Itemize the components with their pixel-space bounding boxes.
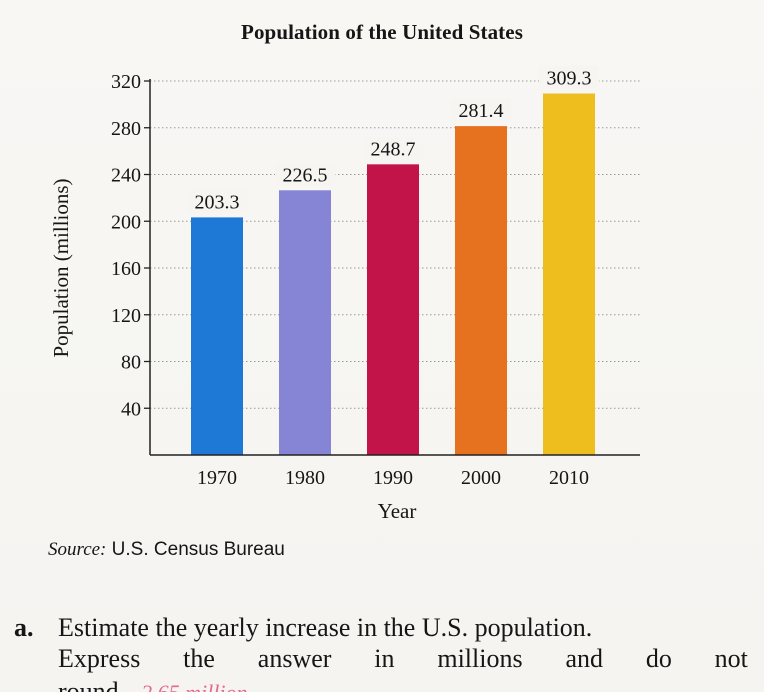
data-label-1980: 226.5 — [283, 164, 328, 186]
source-text: U.S. Census Bureau — [111, 539, 285, 560]
question-line-2-word: and — [565, 644, 603, 673]
bar-2000 — [455, 126, 507, 456]
y-tick-label: 80 — [121, 352, 141, 374]
bar-chart: 203.3 226.5 248.7 281.4 309.3 40 80 120 160 200 24… — [49, 65, 640, 523]
y-tick-label: 280 — [111, 118, 141, 140]
chart-title: Population of the United States — [241, 20, 523, 44]
question-line-2-word: Express — [58, 644, 141, 673]
y-tick-label: 160 — [111, 258, 141, 280]
data-label-bg — [539, 65, 599, 90]
bar-1980 — [279, 190, 331, 455]
x-tick-label-1980: 1980 — [285, 467, 325, 489]
y-tick-label: 320 — [111, 71, 141, 93]
data-label-1990: 248.7 — [371, 138, 416, 160]
question-line-2: Express the answer in millions and do not — [58, 643, 748, 674]
data-label-bg — [363, 136, 423, 161]
handwritten-answer: 2.65 million — [141, 680, 247, 692]
bar-1970 — [191, 217, 243, 455]
y-tick-label: 40 — [121, 398, 141, 420]
question-line-2-word: answer — [257, 644, 332, 673]
question-letter: a. — [14, 613, 34, 642]
question-line-2-word: do — [645, 644, 672, 673]
x-tick-label-1970: 1970 — [197, 467, 237, 489]
data-label-bg — [187, 189, 247, 214]
bar-1990 — [367, 164, 419, 455]
y-tick-label: 240 — [111, 165, 141, 187]
x-tick-label-1990: 1990 — [373, 467, 413, 489]
y-tick-label: 200 — [111, 211, 141, 233]
x-tick-label-2000: 2000 — [461, 467, 501, 489]
y-axis-title: Population (millions) — [49, 178, 73, 357]
question-line-3-text: round. — [58, 677, 126, 692]
data-label-bg — [275, 162, 335, 187]
y-tick-label: 120 — [111, 305, 141, 327]
data-label-1970: 203.3 — [195, 191, 240, 213]
question-line-2-word: the — [183, 644, 215, 673]
data-label-2010: 309.3 — [547, 68, 592, 90]
bar-2010 — [543, 93, 595, 456]
question-line-2-word: in — [374, 644, 395, 673]
source-line: Source: U.S. Census Bureau — [48, 539, 285, 561]
question-line-1: Estimate the yearly increase in the U.S.… — [58, 613, 593, 642]
question-line-2-word: not — [714, 644, 748, 673]
data-label-2000: 281.4 — [459, 100, 504, 122]
question-line-2-word: millions — [437, 644, 523, 673]
x-axis-title: Year — [378, 499, 417, 523]
source-label: Source: — [48, 539, 107, 560]
x-tick-label-2010: 2010 — [549, 467, 589, 489]
question-line-3: round. 2.65 million — [58, 676, 248, 692]
data-label-bg — [451, 98, 511, 123]
